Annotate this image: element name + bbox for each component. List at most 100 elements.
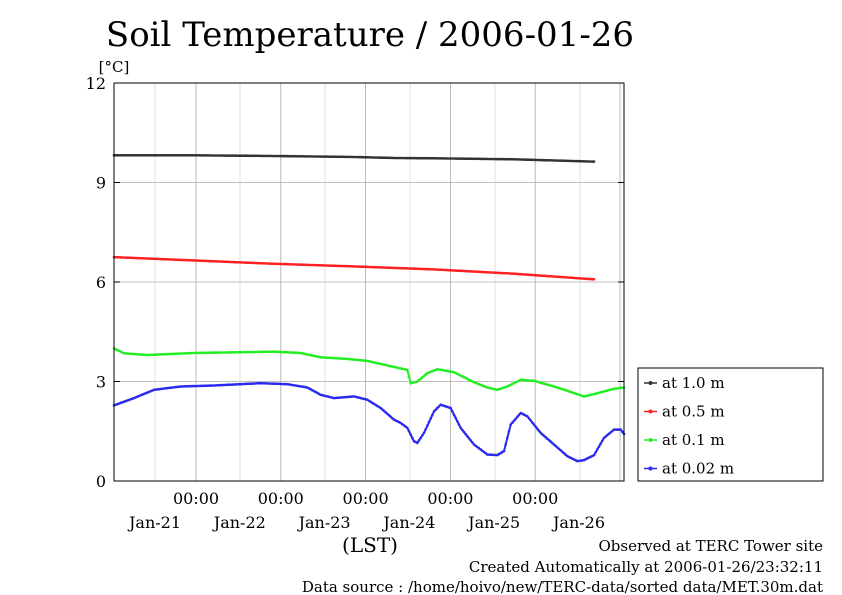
series-point [452, 413, 456, 417]
series-point [437, 405, 441, 408]
series-point [601, 439, 604, 443]
series-point [417, 439, 421, 442]
series-point [531, 421, 534, 424]
series-point [451, 410, 454, 413]
series-point [407, 375, 411, 378]
series-1 [112, 255, 596, 281]
series-point [436, 406, 439, 410]
series-point [434, 408, 438, 412]
series-point [467, 437, 471, 440]
y-tick-label: 6 [96, 273, 106, 292]
x-axis-label: (LST) [342, 533, 398, 557]
series-point [509, 423, 512, 426]
series-point [517, 413, 521, 417]
x-tick-date-label: Jan-24 [381, 513, 435, 532]
y-axis-unit-label: [°C] [99, 58, 130, 76]
footer-source: Data source : /home/hoivo/new/TERC-data/… [302, 578, 823, 595]
legend-label: at 0.1 m [662, 431, 725, 449]
series-point [507, 430, 511, 433]
series-point [409, 433, 413, 436]
y-tick-label: 9 [96, 174, 106, 193]
series-point [407, 430, 411, 433]
series-point [599, 442, 602, 445]
series-point [419, 436, 423, 440]
series-point [592, 278, 596, 281]
series-point [502, 449, 506, 453]
x-axis-ticks: 00:00 Jan-21 00:00 Jan-22 00:00 Jan-23 00:00 Ja… [127, 489, 605, 532]
series-point [506, 436, 509, 440]
series-point [431, 413, 434, 417]
series-point [556, 446, 559, 449]
series-line [113, 382, 625, 463]
series-point [466, 434, 469, 438]
series-point [457, 423, 461, 426]
series-point [422, 431, 426, 435]
series-point [416, 441, 419, 445]
x-tick-date-label: Jan-26 [551, 513, 605, 532]
y-tick-label: 3 [96, 373, 106, 392]
series-point [427, 420, 431, 424]
series-point [424, 428, 428, 431]
series-point [429, 417, 433, 420]
series-point [462, 430, 466, 434]
series-point [516, 415, 519, 419]
x-tick-date-label: Jan-25 [466, 513, 520, 532]
series-point [504, 443, 508, 446]
series-point [542, 434, 546, 438]
series-point [456, 420, 459, 423]
y-axis-ticks: 0 3 6 9 12 [86, 74, 624, 491]
series-point [471, 441, 474, 444]
footer-site: Observed at TERC Tower site [598, 537, 823, 555]
series-point [432, 410, 436, 413]
legend-marker [648, 409, 653, 414]
series-line [113, 347, 625, 398]
y-tick-label: 0 [96, 472, 106, 491]
series-point [469, 439, 473, 442]
series-point [449, 406, 453, 410]
series-point [621, 430, 624, 434]
series-3 [112, 381, 626, 463]
chart-title: Soil Temperature / 2006-01-26 [106, 15, 634, 55]
series-2 [112, 347, 626, 398]
series-point [527, 417, 531, 420]
legend: at 1.0 m at 0.5 m at 0.1 m at 0.02 m [637, 367, 824, 482]
legend-label: at 1.0 m [662, 374, 725, 392]
legend-label: at 0.5 m [662, 403, 725, 421]
x-tick-time-label: 00:00 [512, 489, 558, 508]
series-point [532, 423, 536, 426]
series-point [552, 443, 556, 446]
series-point [537, 429, 541, 433]
legend-label: at 0.02 m [662, 460, 734, 478]
series-point [382, 409, 386, 413]
series-point [512, 419, 516, 423]
legend-marker [648, 438, 653, 442]
legend-marker [648, 466, 653, 471]
footer-created: Created Automatically at 2006-01-26/23:3… [469, 558, 823, 576]
series-point [406, 426, 409, 430]
series-point [411, 436, 414, 440]
series-layer [112, 154, 626, 463]
series-point [536, 427, 539, 431]
series-point [406, 368, 409, 372]
x-tick-time-label: 00:00 [427, 489, 473, 508]
x-tick-date-label: Jan-23 [297, 513, 351, 532]
series-point [529, 419, 532, 422]
x-tick-date-label: Jan-21 [127, 513, 181, 532]
series-point [511, 421, 514, 425]
legend-marker [648, 381, 653, 385]
x-tick-date-label: Jan-22 [212, 513, 266, 532]
series-0 [112, 154, 596, 163]
series-point [597, 445, 601, 448]
series-point [619, 428, 622, 431]
series-point [461, 428, 464, 432]
series-point [546, 437, 549, 441]
series-point [592, 453, 596, 457]
series-point [386, 412, 389, 416]
series-point [534, 425, 537, 429]
series-point [592, 160, 596, 163]
series-point [464, 432, 468, 436]
series-point [426, 424, 429, 428]
series-point [421, 434, 424, 437]
series-point [562, 451, 566, 455]
